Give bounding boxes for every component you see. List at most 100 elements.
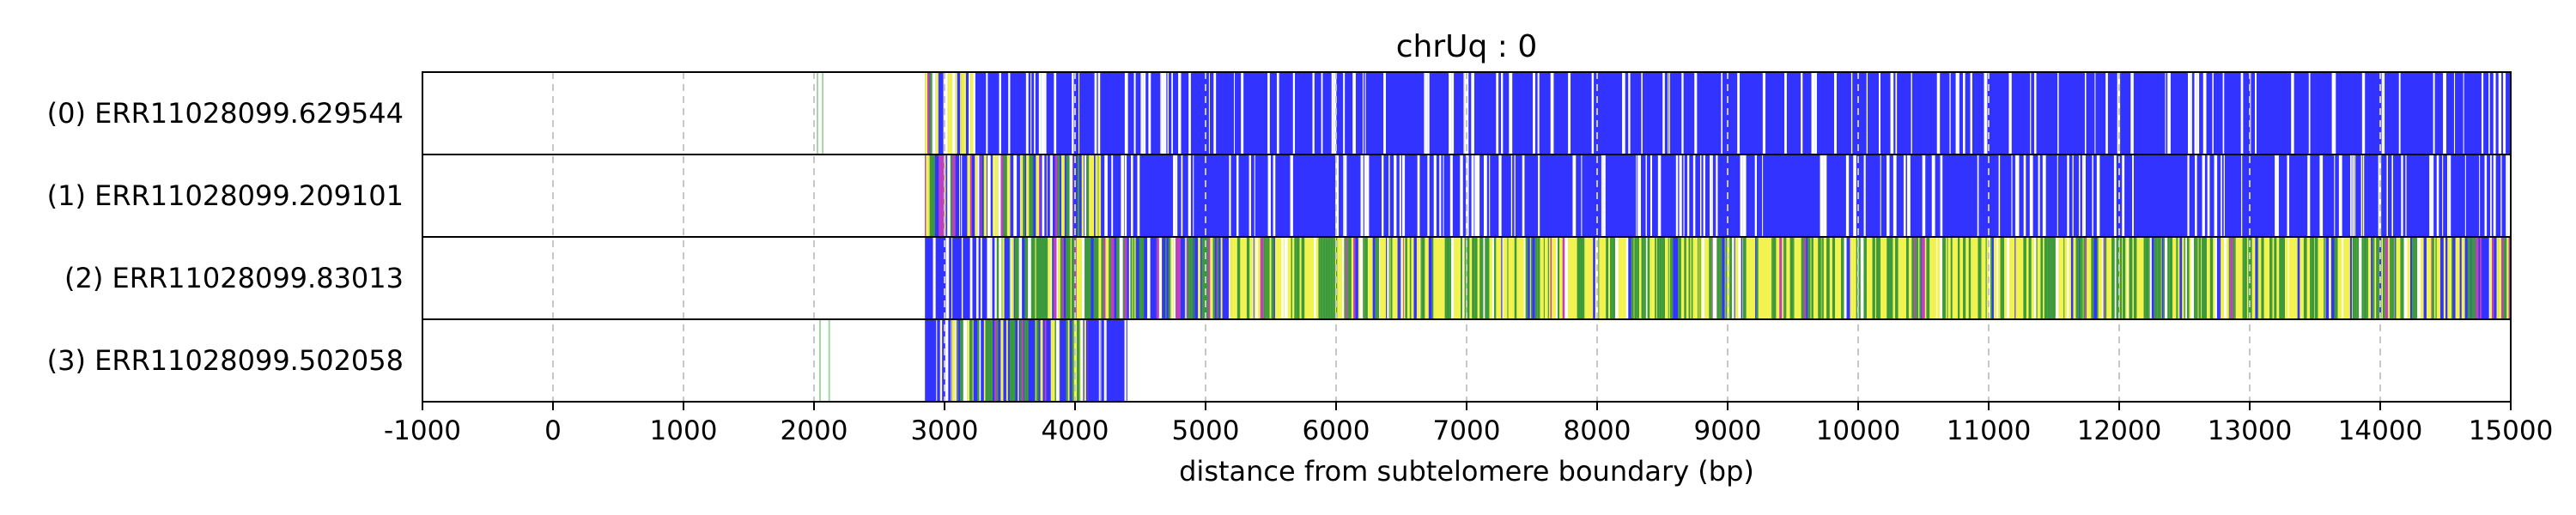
stripe bbox=[948, 72, 951, 154]
stripe bbox=[1128, 237, 1131, 319]
stripe bbox=[1645, 154, 1647, 237]
stripe bbox=[1091, 154, 1095, 237]
stripe bbox=[2255, 237, 2258, 319]
stripe bbox=[1547, 237, 1549, 319]
stripe bbox=[1252, 237, 1254, 319]
stripe bbox=[1905, 237, 1909, 319]
stripe bbox=[1344, 154, 1346, 237]
stripe bbox=[1942, 237, 1947, 319]
stripe bbox=[1388, 154, 1390, 237]
stripe bbox=[2276, 154, 2279, 237]
stripe bbox=[925, 72, 927, 154]
stripe bbox=[1038, 72, 1042, 154]
stripe bbox=[1737, 72, 1741, 154]
x-tick-label-9: 8000 bbox=[1564, 415, 1631, 446]
stripe bbox=[1801, 72, 1803, 154]
stripe bbox=[1783, 237, 1785, 319]
stripe bbox=[2349, 237, 2352, 319]
stripe bbox=[1100, 319, 1102, 402]
stripe bbox=[1177, 237, 1181, 319]
stripe bbox=[2271, 237, 2273, 319]
stripe bbox=[1052, 319, 1055, 402]
stripe bbox=[1023, 154, 1025, 237]
stripe bbox=[1178, 72, 1182, 154]
stripe bbox=[1641, 72, 1643, 154]
stripe bbox=[1577, 237, 1581, 319]
stripe bbox=[2287, 154, 2290, 237]
read-label-2: (2) ERR11028099.83013 bbox=[64, 262, 404, 294]
stripe bbox=[2325, 237, 2330, 319]
stripe bbox=[1532, 72, 1535, 154]
stripe bbox=[2057, 237, 2059, 319]
stripe bbox=[1957, 72, 1959, 154]
stripe bbox=[1059, 319, 1060, 402]
stripe bbox=[1729, 237, 1732, 319]
stripe bbox=[1067, 154, 1070, 237]
stripe bbox=[1409, 237, 1412, 319]
stripe bbox=[2214, 154, 2218, 237]
stripe bbox=[1914, 237, 1917, 319]
stripe bbox=[944, 72, 948, 154]
stripe bbox=[989, 319, 993, 402]
stripe bbox=[2097, 237, 2099, 319]
stripe bbox=[2435, 237, 2437, 319]
stripe bbox=[2342, 237, 2344, 319]
stripe bbox=[1692, 154, 1696, 237]
stripe bbox=[2081, 237, 2083, 319]
stripe bbox=[1806, 237, 1808, 319]
stripe bbox=[2042, 154, 2046, 237]
stripe bbox=[1866, 72, 1868, 154]
stripe bbox=[2360, 237, 2362, 319]
stripe bbox=[977, 154, 980, 237]
stripe bbox=[1444, 237, 1447, 319]
stripe bbox=[945, 237, 950, 319]
stripe bbox=[1911, 72, 1912, 154]
stripe bbox=[2439, 237, 2444, 319]
stripe bbox=[1895, 72, 1898, 154]
stripe bbox=[1449, 72, 1452, 154]
stripe bbox=[967, 319, 970, 402]
x-tick-label-0: -1000 bbox=[384, 415, 461, 446]
stripe bbox=[1716, 154, 1718, 237]
stripe bbox=[1922, 154, 1926, 237]
stripe bbox=[2222, 72, 2225, 154]
stripe bbox=[1084, 319, 1086, 402]
stripe bbox=[1719, 237, 1722, 319]
stripe bbox=[1034, 319, 1036, 402]
stripe bbox=[1081, 237, 1085, 319]
stripe bbox=[1291, 237, 1292, 319]
stripe bbox=[2148, 237, 2150, 319]
stripe bbox=[1360, 154, 1364, 237]
stripe bbox=[2244, 237, 2247, 319]
stripe bbox=[2381, 72, 2384, 154]
stripe bbox=[1036, 319, 1039, 402]
stripe bbox=[993, 154, 995, 237]
stripe bbox=[1771, 237, 1773, 319]
stripe bbox=[1005, 319, 1008, 402]
stripe bbox=[1742, 154, 1747, 237]
stripe bbox=[1863, 154, 1866, 237]
stripe bbox=[2449, 154, 2451, 237]
stripe bbox=[1210, 237, 1213, 319]
stripe bbox=[1111, 154, 1114, 237]
stripe bbox=[2216, 237, 2220, 319]
stripe bbox=[1483, 237, 1485, 319]
stripe bbox=[2114, 237, 2117, 319]
stripe bbox=[1688, 237, 1690, 319]
stripe bbox=[2047, 237, 2050, 319]
stripe bbox=[2055, 237, 2057, 319]
stripe bbox=[2143, 237, 2146, 319]
stripe bbox=[1853, 154, 1856, 237]
stripe bbox=[1343, 237, 1345, 319]
stripe bbox=[1890, 237, 1893, 319]
read-labels: (0) ERR11028099.629544 (1) ERR11028099.20… bbox=[47, 97, 404, 377]
stripe bbox=[2132, 154, 2134, 237]
stripe bbox=[1998, 154, 2001, 237]
stripe bbox=[1784, 72, 1787, 154]
stripe bbox=[1121, 154, 1125, 237]
stripe bbox=[2279, 237, 2282, 319]
stripe bbox=[1493, 237, 1495, 319]
stripe bbox=[2490, 154, 2492, 237]
stripe bbox=[1330, 237, 1334, 319]
stripe bbox=[1820, 154, 1824, 237]
